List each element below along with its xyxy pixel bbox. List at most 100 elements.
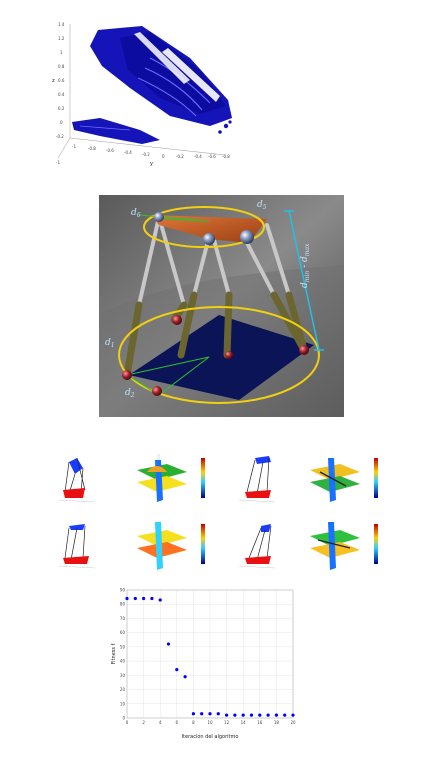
slice-plot-panel bbox=[310, 458, 378, 502]
data-point bbox=[200, 712, 204, 716]
top-platform bbox=[151, 215, 267, 243]
extra-tick: -1 bbox=[56, 160, 60, 165]
z-tick: 1.2 bbox=[58, 36, 65, 41]
label-d5: d5 bbox=[257, 200, 267, 211]
robot-wireframe-panel bbox=[58, 457, 96, 503]
label-range: dmin - dmax bbox=[300, 243, 311, 288]
joint bbox=[203, 233, 215, 245]
configuration-grid bbox=[55, 452, 385, 572]
plot-axes bbox=[57, 24, 226, 159]
robot-wireframe-panel bbox=[238, 456, 276, 503]
y-tick-labels: -1 -0.8 -0.6 -0.4 -0.2 0 -0.2 -0.4 -0.6 … bbox=[72, 144, 230, 159]
z-tick-labels: 1.4 1.2 1 0.8 0.6 0.4 0.2 0 -0.2 bbox=[56, 22, 65, 139]
y-tick: 50 bbox=[120, 644, 126, 649]
data-point bbox=[233, 713, 237, 717]
data-point bbox=[291, 713, 295, 717]
y-tick: -0.2 bbox=[176, 154, 184, 159]
y-tick: -0.2 bbox=[142, 152, 150, 157]
data-point bbox=[183, 675, 187, 679]
y-tick: -0.8 bbox=[88, 146, 96, 151]
label-d6: d6 bbox=[131, 208, 141, 219]
z-tick: 0.4 bbox=[58, 92, 65, 97]
x-tick: 14 bbox=[241, 720, 247, 725]
y-tick: 20 bbox=[120, 687, 126, 692]
joint bbox=[154, 212, 164, 222]
base-plate bbox=[129, 315, 314, 400]
z-tick: 0.6 bbox=[58, 78, 65, 83]
x-tick: 8 bbox=[192, 720, 195, 725]
x-tick: 4 bbox=[159, 720, 162, 725]
data-point bbox=[150, 596, 154, 601]
y-tick: 30 bbox=[120, 673, 126, 678]
z-tick: 0.8 bbox=[58, 64, 65, 69]
y-axis-label: y bbox=[150, 161, 153, 167]
y-tick: 40 bbox=[120, 659, 126, 664]
robot-wireframe-panel bbox=[238, 524, 276, 569]
label-d2: d2 bbox=[125, 388, 135, 399]
y-tick: -0.4 bbox=[124, 150, 132, 155]
top-ring bbox=[143, 206, 265, 248]
data-point bbox=[274, 713, 278, 717]
x-tick: 6 bbox=[176, 720, 179, 725]
z-axis-label: z bbox=[52, 78, 55, 84]
z-tick: 0 bbox=[60, 120, 63, 125]
y-tick: 70 bbox=[120, 616, 126, 621]
y-tick: 90 bbox=[120, 588, 126, 593]
x-tick: 16 bbox=[257, 720, 263, 725]
y-axis-label: Fitness f bbox=[111, 643, 117, 664]
y-tick: 0 bbox=[122, 716, 125, 721]
data-point bbox=[241, 713, 245, 717]
z-tick: 1.4 bbox=[58, 22, 65, 27]
x-tick: 20 bbox=[290, 720, 296, 725]
parallel-robot-render: d5 d6 d1 d2 dmin - dmax bbox=[99, 195, 344, 417]
x-tick: 0 bbox=[126, 720, 129, 725]
data-point bbox=[142, 596, 146, 601]
joint bbox=[299, 345, 309, 355]
y-tick: -0.4 bbox=[194, 154, 202, 159]
data-point bbox=[249, 713, 254, 717]
data-point bbox=[208, 712, 212, 716]
y-tick: -1 bbox=[72, 144, 76, 149]
y-tick: -0.8 bbox=[222, 154, 230, 159]
slice-plot-panel bbox=[310, 522, 378, 570]
slice-plot-panel bbox=[137, 454, 205, 502]
y-tick: 0 bbox=[162, 154, 165, 159]
grid-lines bbox=[126, 589, 294, 719]
joint bbox=[122, 370, 132, 380]
data-point bbox=[191, 712, 195, 716]
z-tick: 1 bbox=[60, 50, 63, 55]
data-points bbox=[125, 596, 295, 717]
range-bracket bbox=[284, 210, 324, 351]
joint bbox=[240, 230, 254, 244]
y-tick: 10 bbox=[120, 701, 126, 706]
slice-plot-panel bbox=[137, 522, 205, 570]
x-tick-labels: 0 2 4 6 8 10 12 14 16 18 20 bbox=[126, 720, 296, 725]
data-point bbox=[283, 713, 287, 717]
label-d1: d1 bbox=[105, 338, 115, 349]
y-tick: -0.6 bbox=[208, 154, 216, 159]
data-point bbox=[125, 596, 129, 601]
data-point bbox=[216, 712, 220, 716]
y-tick: -0.6 bbox=[106, 148, 114, 153]
joint bbox=[152, 386, 162, 396]
robot-wireframe-panel bbox=[58, 524, 96, 569]
x-tick: 2 bbox=[142, 720, 145, 725]
y-tick: 80 bbox=[120, 602, 126, 607]
data-point bbox=[175, 668, 179, 672]
y-tick-labels: 0 10 20 30 40 50 60 70 80 90 bbox=[120, 588, 126, 721]
x-axis-label: Iteración del algoritmo bbox=[182, 733, 239, 740]
x-tick: 18 bbox=[274, 720, 280, 725]
z-tick: 0.2 bbox=[58, 106, 65, 111]
data-point bbox=[225, 713, 229, 717]
data-point bbox=[166, 642, 171, 646]
data-point bbox=[258, 713, 262, 717]
joint bbox=[172, 315, 182, 325]
data-point bbox=[133, 596, 137, 601]
bottom-ring bbox=[118, 306, 320, 404]
z-tick: -0.2 bbox=[56, 134, 64, 139]
workspace-surface bbox=[72, 26, 232, 144]
data-point bbox=[266, 713, 270, 717]
x-tick: 10 bbox=[207, 720, 213, 725]
actuator-legs bbox=[123, 215, 308, 379]
joint bbox=[225, 351, 233, 359]
